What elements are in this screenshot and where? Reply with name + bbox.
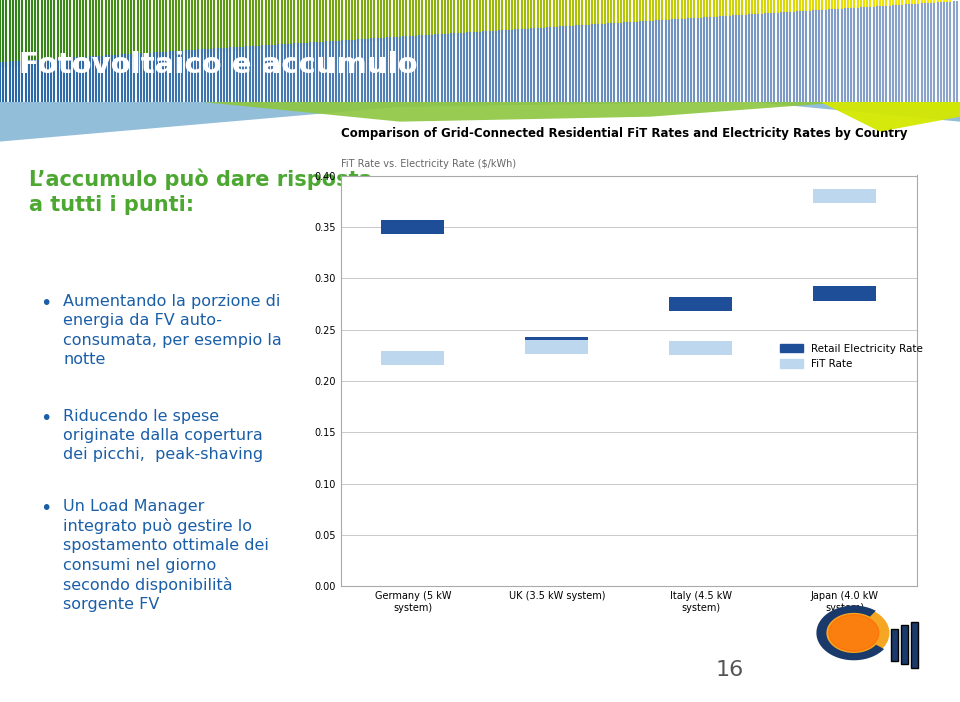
Text: FiT Rate vs. Electricity Rate ($/kWh): FiT Rate vs. Electricity Rate ($/kWh) <box>341 159 516 169</box>
Text: •: • <box>40 294 52 313</box>
FancyBboxPatch shape <box>813 286 876 300</box>
Circle shape <box>819 607 889 658</box>
Circle shape <box>828 615 878 651</box>
FancyBboxPatch shape <box>669 340 732 355</box>
FancyBboxPatch shape <box>381 351 444 366</box>
Text: Fotovoltaico e accumulo: Fotovoltaico e accumulo <box>19 51 418 79</box>
Text: Comparison of Grid-Connected Residential FiT Rates and Electricity Rates by Coun: Comparison of Grid-Connected Residential… <box>341 126 907 140</box>
Text: Aumentando la porzione di
energia da FV auto-
consumata, per esempio la
notte: Aumentando la porzione di energia da FV … <box>63 294 282 367</box>
FancyBboxPatch shape <box>891 629 899 661</box>
Polygon shape <box>816 606 884 661</box>
FancyBboxPatch shape <box>911 621 918 668</box>
Text: Un Load Manager
integrato può gestire lo
spostamento ottimale dei
consumi nel gi: Un Load Manager integrato può gestire lo… <box>63 498 269 612</box>
FancyBboxPatch shape <box>525 337 588 351</box>
FancyBboxPatch shape <box>669 297 732 311</box>
FancyBboxPatch shape <box>813 189 876 203</box>
Text: •: • <box>40 498 52 517</box>
Text: Riducendo le spese
originate dalla copertura
dei picchi,  peak-shaving: Riducendo le spese originate dalla coper… <box>63 409 263 462</box>
FancyBboxPatch shape <box>381 220 444 234</box>
FancyBboxPatch shape <box>901 625 908 664</box>
Polygon shape <box>0 102 960 142</box>
Text: •: • <box>40 409 52 428</box>
Polygon shape <box>200 102 960 121</box>
Text: L’accumulo può dare risposta
a tutti i punti:: L’accumulo può dare risposta a tutti i p… <box>29 168 372 215</box>
Legend: Retail Electricity Rate, FiT Rate: Retail Electricity Rate, FiT Rate <box>780 343 924 369</box>
Polygon shape <box>820 102 960 132</box>
Text: 16: 16 <box>715 661 744 680</box>
FancyBboxPatch shape <box>525 340 588 354</box>
